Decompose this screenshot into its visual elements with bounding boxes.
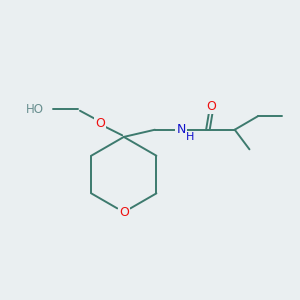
Text: H: H (186, 132, 194, 142)
Text: O: O (95, 117, 105, 130)
Text: O: O (206, 100, 216, 113)
Text: O: O (119, 206, 129, 219)
Text: HO: HO (26, 103, 44, 116)
Text: N: N (176, 123, 186, 136)
